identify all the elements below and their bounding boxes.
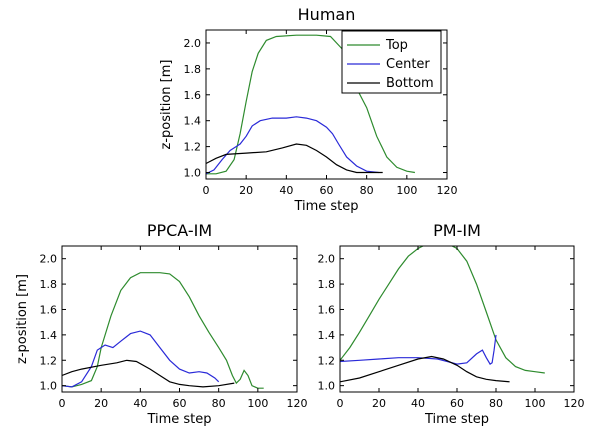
legend: Top Center Bottom xyxy=(341,30,442,94)
y-tick-label: 2.0 xyxy=(40,253,58,266)
x-tick-label: 20 xyxy=(239,184,253,197)
y-tick-label: 1.2 xyxy=(184,141,202,154)
x-tick-label: 80 xyxy=(360,184,374,197)
x-tick-label: 100 xyxy=(396,184,417,197)
chart-2: 0 20 40 60 80 100 120 1.0 1.2 1.4 1.6 1.8 2.0 PM-IM Ti… xyxy=(318,221,585,427)
series-line-top xyxy=(62,272,264,389)
y-tick-label: 1.8 xyxy=(184,63,202,76)
y-tick-label: 1.2 xyxy=(318,354,336,367)
x-axis-label: Time step xyxy=(424,412,489,427)
y-tick-label: 1.0 xyxy=(184,167,202,180)
x-tick-label: 20 xyxy=(94,397,108,410)
y-tick-label: 2.0 xyxy=(318,253,336,266)
y-tick-label: 1.8 xyxy=(40,278,58,291)
x-tick-label: 40 xyxy=(133,397,147,410)
chart-title: Human xyxy=(298,5,356,24)
y-tick-label: 1.2 xyxy=(40,354,58,367)
x-tick-label: 40 xyxy=(411,397,425,410)
y-axis-label: z-position [m] xyxy=(159,60,174,150)
x-tick-label: 60 xyxy=(173,397,187,410)
x-tick-label: 20 xyxy=(372,397,386,410)
x-tick-label: 0 xyxy=(203,184,210,197)
x-axis-label: Time step xyxy=(146,412,211,427)
y-axis-label: z-position [m] xyxy=(15,274,30,364)
series-line-top xyxy=(340,246,545,374)
series-line-bottom xyxy=(206,143,383,174)
y-tick-label: 1.4 xyxy=(318,329,336,342)
x-tick-label: 120 xyxy=(287,397,308,410)
plot-frame xyxy=(61,245,298,393)
x-tick-label: 80 xyxy=(489,397,503,410)
chart-1: 0 20 40 60 80 100 120 1.0 1.2 1.4 1.6 1.8 2.0 PPCA-IM… xyxy=(15,221,308,427)
x-tick-label: 120 xyxy=(437,184,458,197)
series-line-center xyxy=(340,334,497,365)
x-tick-label: 100 xyxy=(247,397,268,410)
x-tick-label: 120 xyxy=(564,397,585,410)
y-tick-label: 1.0 xyxy=(40,380,58,393)
x-tick-label: 0 xyxy=(59,397,66,410)
x-axis-label: Time step xyxy=(293,199,358,214)
series-line-bottom xyxy=(340,355,510,383)
y-tick-label: 1.4 xyxy=(184,115,202,128)
legend-label-top: Top xyxy=(385,38,408,53)
legend-label-bottom: Bottom xyxy=(386,76,434,91)
x-tick-label: 80 xyxy=(212,397,226,410)
y-tick-label: 1.0 xyxy=(318,380,336,393)
chart-0: 0 20 40 60 80 100 120 1.0 1.2 1.4 1.6 1.8 2.0 Human Ti… xyxy=(159,5,458,214)
series-line-bottom xyxy=(62,359,235,388)
plot-frame xyxy=(339,245,575,393)
series-line-center xyxy=(62,330,220,388)
y-tick-label: 1.6 xyxy=(40,303,58,316)
y-tick-label: 2.0 xyxy=(184,37,202,50)
series-line-center xyxy=(206,116,379,175)
chart-title: PPCA-IM xyxy=(147,221,212,240)
x-tick-label: 0 xyxy=(337,397,344,410)
y-tick-label: 1.6 xyxy=(184,89,202,102)
y-tick-label: 1.8 xyxy=(318,278,336,291)
x-tick-label: 40 xyxy=(279,184,293,197)
y-tick-label: 1.6 xyxy=(318,303,336,316)
y-tick-label: 1.4 xyxy=(40,329,58,342)
x-tick-label: 60 xyxy=(450,397,464,410)
legend-label-center: Center xyxy=(386,57,430,72)
x-tick-label: 60 xyxy=(320,184,334,197)
chart-title: PM-IM xyxy=(433,221,481,240)
x-tick-label: 100 xyxy=(525,397,546,410)
